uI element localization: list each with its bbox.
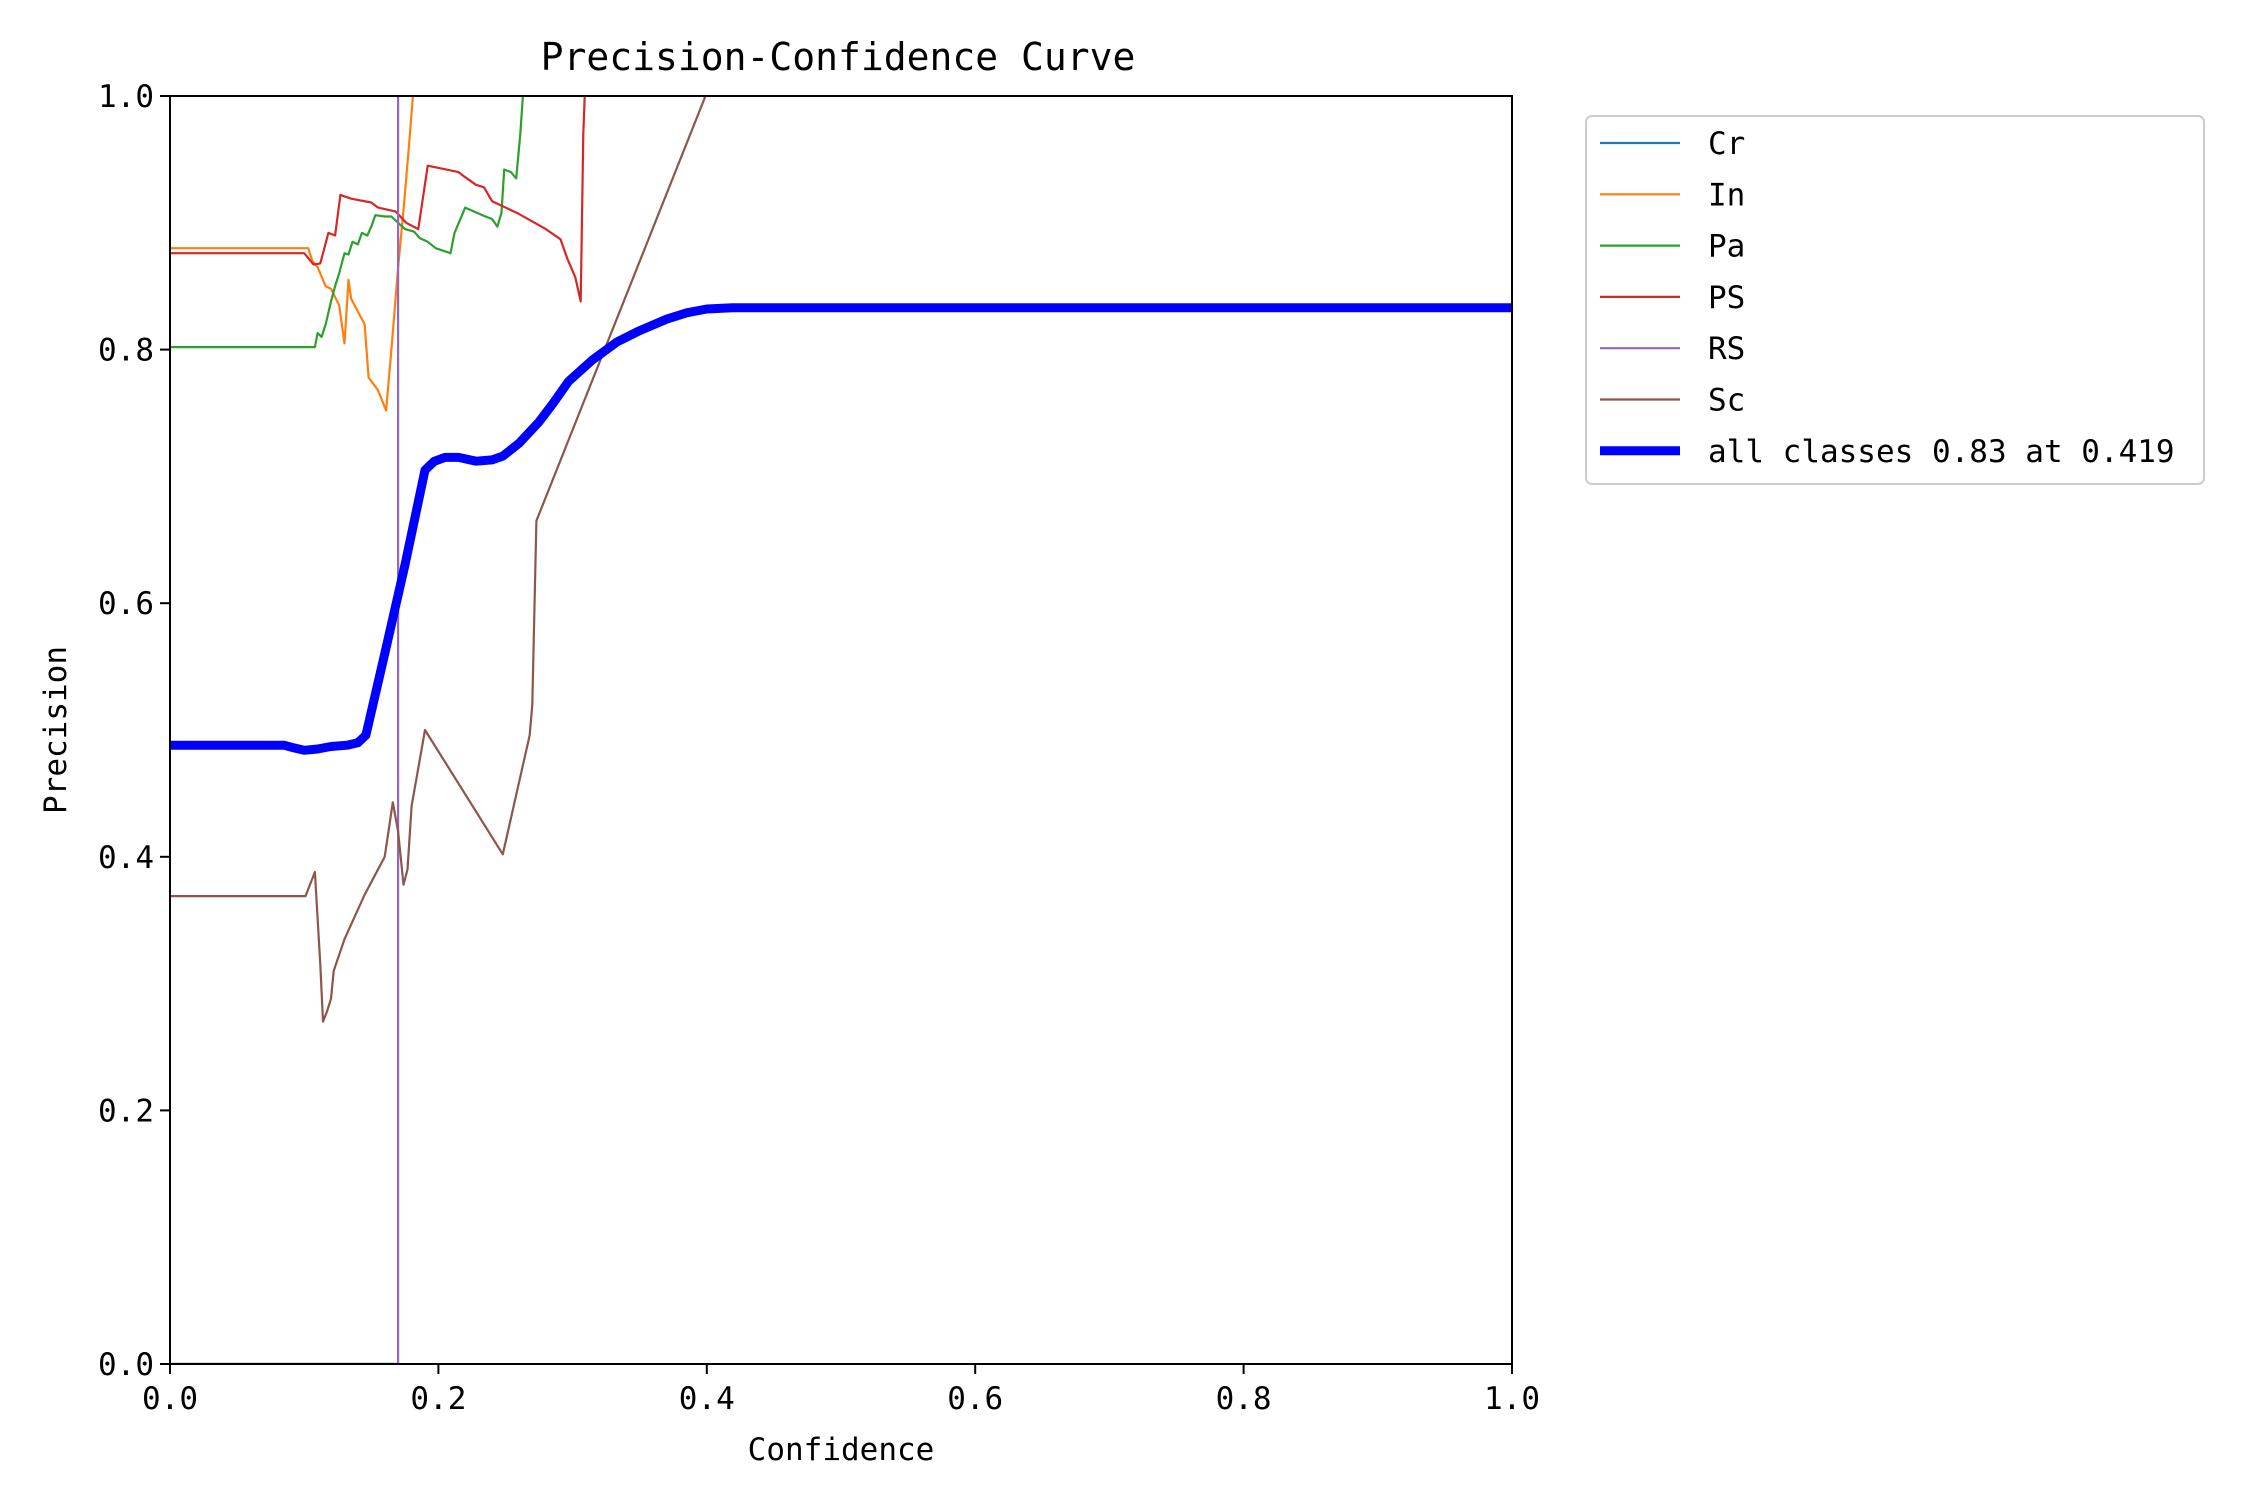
plot-area xyxy=(170,96,1512,1364)
x-axis-ticks: 0.0 0.2 0.4 0.6 0.8 1.0 xyxy=(142,1364,1540,1417)
plot-frame xyxy=(169,95,1513,1365)
x-tick-label: 0.8 xyxy=(1216,1381,1272,1417)
x-tick-label: 0.6 xyxy=(947,1381,1003,1417)
x-axis-label: Confidence xyxy=(748,1432,935,1468)
legend-label: all classes 0.83 at 0.419 xyxy=(1708,434,2175,470)
series-line-ps xyxy=(170,96,586,303)
legend-label: In xyxy=(1708,177,1745,213)
legend-label: Sc xyxy=(1708,383,1745,419)
legend-entries: Cr In Pa PS RS Sc all classes 0.83 at 0.419 xyxy=(1600,126,2175,470)
legend-label: RS xyxy=(1708,331,1745,367)
y-tick-label: 0.4 xyxy=(98,840,154,876)
y-axis-label: Precision xyxy=(38,646,74,814)
y-tick-label: 0.8 xyxy=(98,333,154,369)
x-tick-label: 0.4 xyxy=(679,1381,735,1417)
series-line-sc xyxy=(170,96,707,1023)
legend: Cr In Pa PS RS Sc all classes 0.83 at 0.419 xyxy=(1585,115,2205,485)
y-tick-label: 1.0 xyxy=(98,79,154,115)
y-tick-label: 0.2 xyxy=(98,1093,154,1129)
x-tick-label: 0.2 xyxy=(410,1381,466,1417)
y-tick-label: 0.6 xyxy=(98,586,154,622)
x-tick-label: 1.0 xyxy=(1484,1381,1540,1417)
series-layer xyxy=(170,96,1512,1364)
y-axis-ticks: 0.0 0.2 0.4 0.6 0.8 1.0 xyxy=(98,79,170,1383)
series-line-all-classes xyxy=(170,303,1512,755)
x-tick-label: 0.0 xyxy=(142,1381,198,1417)
legend-label: PS xyxy=(1708,280,1745,316)
series-line-pa xyxy=(170,96,524,349)
series-line-rs xyxy=(170,96,400,1364)
y-tick-label: 0.0 xyxy=(98,1347,154,1383)
chart-title: Precision-Confidence Curve xyxy=(541,35,1136,79)
legend-label: Cr xyxy=(1708,126,1745,162)
legend-label: Pa xyxy=(1708,229,1745,265)
legend-box xyxy=(1585,115,2205,485)
series-line-in xyxy=(170,96,414,412)
